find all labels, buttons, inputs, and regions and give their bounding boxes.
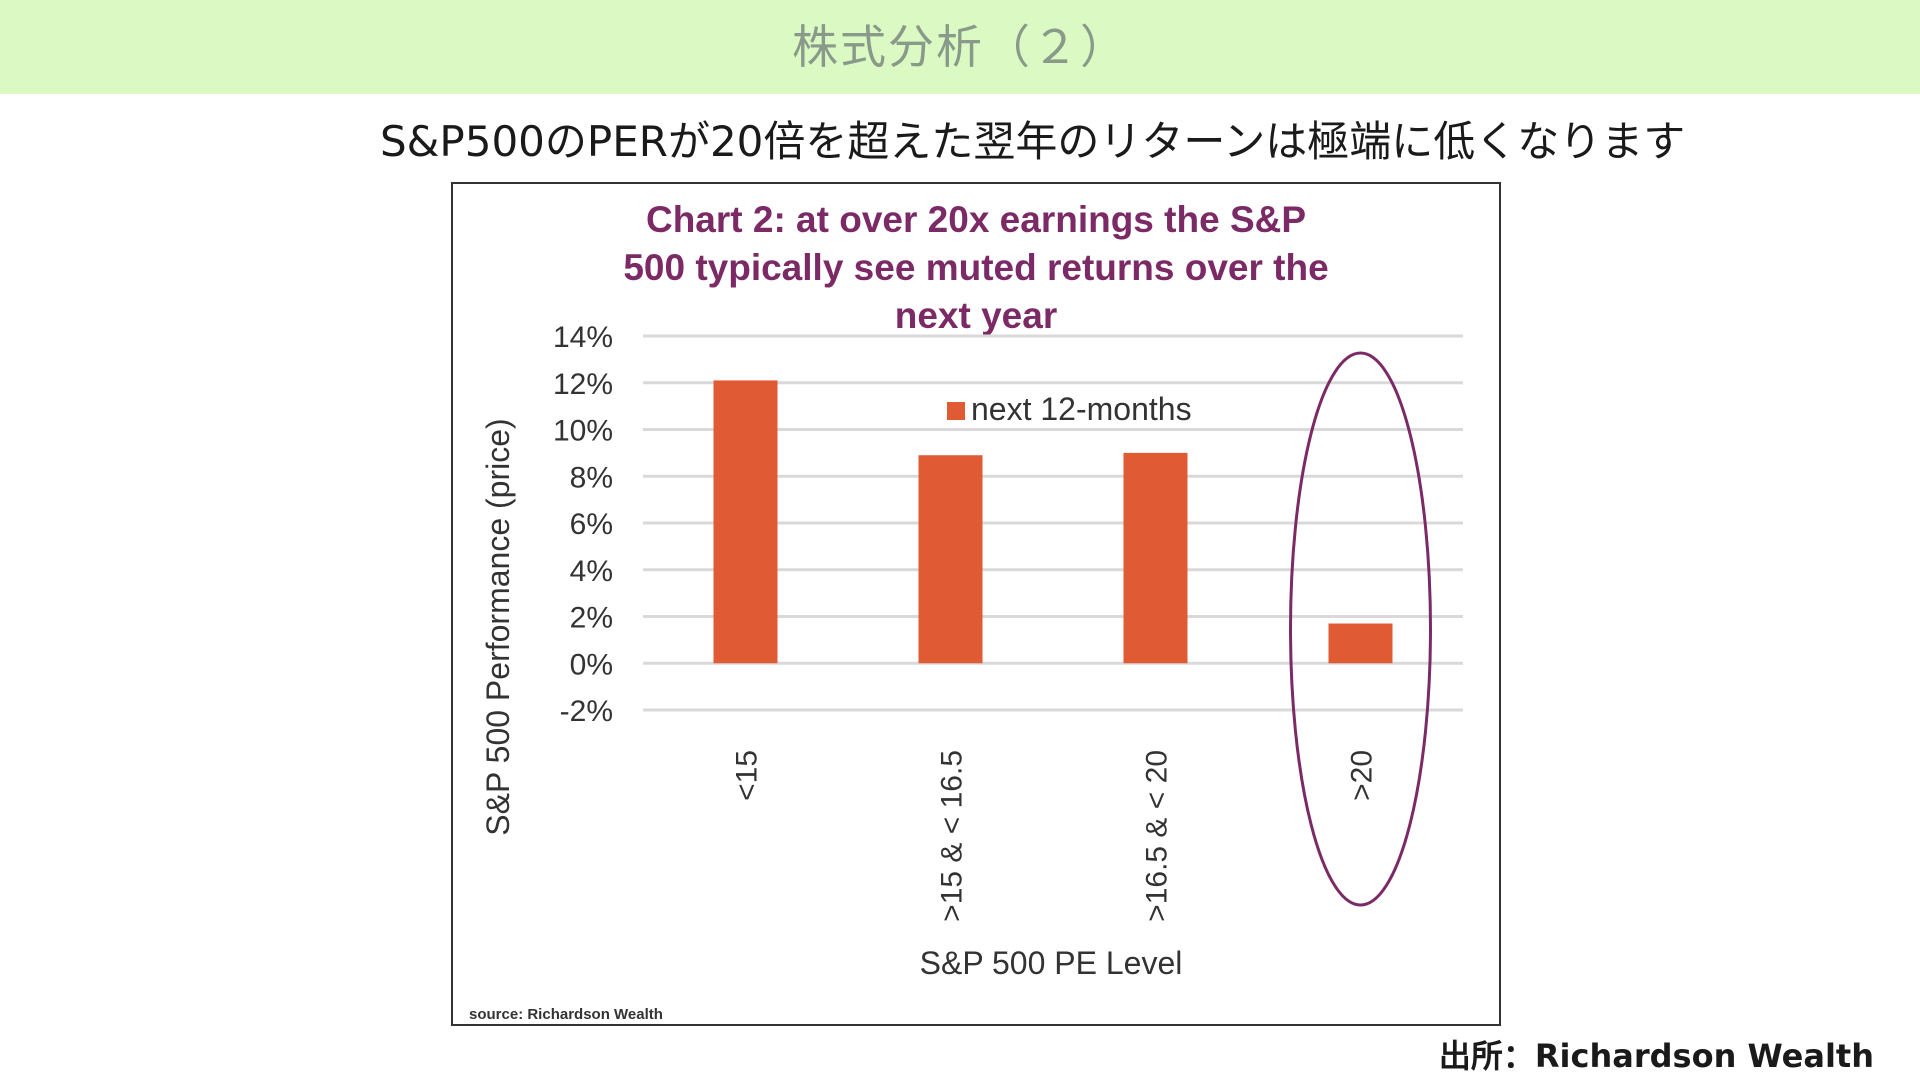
bars bbox=[713, 380, 1393, 664]
x-tick-label: >15 & < 16.5 bbox=[936, 750, 969, 922]
bar bbox=[1328, 623, 1393, 664]
y-tick-label: -2% bbox=[560, 695, 613, 728]
x-tick-label: <15 bbox=[731, 750, 764, 801]
grid-lines bbox=[643, 334, 1463, 712]
header-banner bbox=[0, 0, 1920, 94]
y-tick-label: 4% bbox=[570, 555, 613, 588]
bar bbox=[918, 455, 983, 664]
y-axis-title: S&P 500 Performance (price) bbox=[480, 418, 516, 835]
y-tick-label: 8% bbox=[570, 461, 613, 494]
y-tick-label: 12% bbox=[553, 368, 613, 401]
y-tick-label: 10% bbox=[553, 415, 613, 448]
y-tick-label: 6% bbox=[570, 508, 613, 541]
y-tick-label: 14% bbox=[553, 321, 613, 354]
highlight-ellipse bbox=[1289, 351, 1432, 907]
legend-swatch bbox=[947, 402, 965, 420]
x-tick-label: >16.5 & < 20 bbox=[1141, 750, 1174, 922]
chart-title-line-1: Chart 2: at over 20x earnings the S&P bbox=[646, 199, 1306, 240]
bar-chart: Chart 2: at over 20x earnings the S&P 50… bbox=[480, 199, 1463, 981]
y-tick-labels: -2% 0% 2% 4% 6% 8% 10% 12% 14% bbox=[553, 321, 613, 728]
legend-label: next 12-months bbox=[971, 391, 1192, 427]
y-tick-label: 2% bbox=[570, 602, 613, 635]
page-subtitle: S&P500のPERが20倍を超えた翌年のリターンは極端に低くなります bbox=[380, 117, 1686, 166]
chart-title-line-2: 500 typically see muted returns over the bbox=[623, 247, 1328, 288]
footer-source: 出所：Richardson Wealth bbox=[1438, 1037, 1874, 1075]
chart-source-note: source: Richardson Wealth bbox=[469, 1006, 663, 1023]
x-axis-title: S&P 500 PE Level bbox=[920, 945, 1183, 981]
page-title: 株式分析（２） bbox=[792, 20, 1128, 74]
bar bbox=[1123, 452, 1188, 664]
x-tick-labels: <15 >15 & < 16.5 >16.5 & < 20 >20 bbox=[731, 750, 1379, 922]
chart-title-line-3: next year bbox=[895, 295, 1058, 336]
x-tick-label: >20 bbox=[1346, 750, 1379, 801]
chart-frame: Chart 2: at over 20x earnings the S&P 50… bbox=[451, 182, 1501, 1026]
bar bbox=[713, 380, 778, 664]
y-tick-label: 0% bbox=[570, 648, 613, 681]
